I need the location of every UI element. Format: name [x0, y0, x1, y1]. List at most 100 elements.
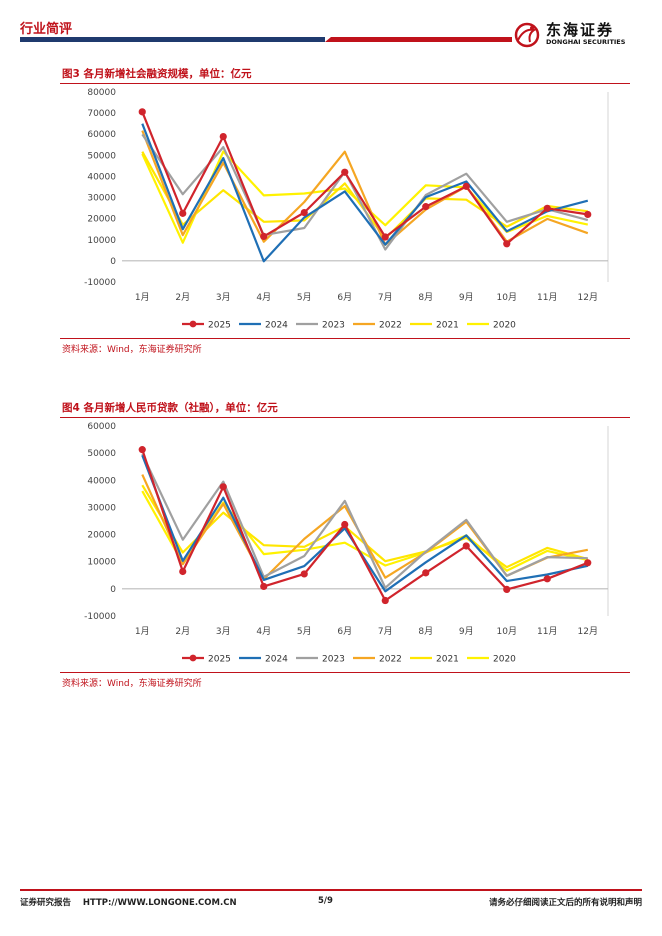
x-tick-label: 3月: [216, 292, 231, 303]
brand-logo: 东海证券 DONGHAI SECURITIES: [512, 18, 642, 50]
y-tick-label: 30000: [87, 503, 116, 513]
legend-label-2022: 2022: [379, 655, 402, 665]
y-tick-label: 0: [110, 585, 116, 595]
legend-label-2023: 2023: [322, 655, 345, 665]
data-point-2025: [584, 210, 592, 219]
y-tick-label: 40000: [87, 172, 116, 182]
y-tick-label: 60000: [87, 130, 116, 140]
series-line-2023: [141, 453, 588, 589]
data-point-2025: [422, 203, 430, 211]
series-line-2022: [141, 130, 589, 246]
series-line-2024: [141, 123, 589, 263]
figure4-chart: -10000 0 10000 20000 30000 40000 50000 60000 1月 2…: [84, 422, 609, 665]
y-tick-label: 20000: [87, 215, 116, 225]
logo-cn-text: 东海证券: [546, 21, 615, 39]
data-point-2025: [179, 567, 187, 576]
series-line-2023: [141, 133, 589, 251]
legend-label-2020: 2020: [493, 321, 516, 331]
figure3-top-rule: [60, 83, 630, 84]
y-tick-label: 30000: [87, 194, 116, 204]
y-tick-label: 10000: [87, 236, 116, 246]
data-point-2025: [219, 132, 227, 141]
data-point-2025: [138, 108, 146, 116]
figure3-title: 图3 各月新增社会融资规模，单位：亿元: [62, 68, 252, 80]
data-point-2025: [543, 575, 551, 583]
y-tick-label: 40000: [87, 476, 116, 486]
data-point-2025: [584, 559, 592, 567]
y-tick-label: 60000: [87, 422, 116, 432]
data-point-2025: [219, 483, 227, 491]
data-point-2025: [341, 520, 349, 529]
header-category: 行业简评: [20, 22, 73, 37]
x-tick-label: 12月: [578, 626, 598, 637]
series-line-2025: [141, 111, 588, 245]
data-point-2025: [543, 204, 551, 212]
figure4-top-rule: [60, 417, 630, 418]
header-rule-blue: [20, 37, 325, 42]
y-tick-label: 50000: [87, 449, 116, 459]
y-tick-label: 0: [110, 257, 116, 267]
data-point-2025: [341, 168, 349, 176]
x-tick-label: 10月: [497, 626, 517, 637]
data-point-2025: [503, 585, 511, 593]
x-tick-label: 9月: [459, 626, 474, 637]
x-tick-label: 6月: [337, 626, 352, 637]
figure4-bottom-rule: [60, 672, 630, 673]
dragon-logo-icon: [514, 22, 540, 48]
y-tick-label: 20000: [87, 531, 116, 541]
footer-left: 证券研究报告 HTTP://WWW.LONGONE.COM.CN: [20, 898, 237, 908]
data-point-2025: [179, 209, 187, 217]
series-line-2020: [141, 150, 589, 244]
data-point-2025: [300, 208, 308, 217]
x-tick-label: 1月: [135, 626, 150, 637]
legend-label-2022: 2022: [379, 321, 402, 331]
x-tick-label: 11月: [537, 292, 557, 303]
x-tick-label: 12月: [578, 292, 598, 303]
legend-label-2020: 2020: [493, 655, 516, 665]
data-point-2025: [260, 582, 268, 591]
legend-label-2025: 2025: [208, 655, 231, 665]
legend-label-2021: 2021: [436, 655, 459, 665]
x-tick-label: 5月: [297, 292, 312, 303]
data-point-2025: [138, 446, 146, 454]
x-tick-label: 9月: [459, 292, 474, 303]
figure3-chart: -10000 0 10000 20000 30000 40000 50000 60000 700…: [84, 88, 609, 331]
y-tick-label: 70000: [87, 109, 116, 119]
data-point-2025: [260, 232, 268, 240]
data-point-2025: [462, 182, 470, 190]
x-tick-label: 7月: [378, 292, 393, 303]
legend-label-2021: 2021: [436, 321, 459, 331]
y-tick-label: -10000: [84, 278, 116, 288]
x-tick-label: 2月: [175, 626, 190, 637]
x-tick-label: 8月: [418, 292, 433, 303]
data-point-2025: [503, 240, 511, 248]
header-rule-red: [325, 37, 642, 42]
x-tick-label: 8月: [418, 626, 433, 637]
data-point-2025: [381, 233, 389, 241]
footer-disclaimer: 请务必仔细阅读正文后的所有说明和声明: [488, 898, 642, 908]
figure4-source: 资料来源：Wind，东海证券研究所: [62, 679, 202, 689]
x-tick-label: 11月: [537, 626, 557, 637]
legend-label-2025: 2025: [208, 321, 231, 331]
x-tick-label: 1月: [135, 292, 150, 303]
y-tick-label: 10000: [87, 558, 116, 568]
data-point-2025: [422, 569, 430, 577]
y-tick-label: 50000: [87, 151, 116, 161]
x-tick-label: 7月: [378, 626, 393, 637]
figure3-bottom-rule: [60, 338, 630, 339]
legend-marker-2025: [189, 320, 197, 328]
x-tick-label: 5月: [297, 626, 312, 637]
logo-en-text: DONGHAI SECURITIES: [546, 38, 626, 46]
x-tick-label: 6月: [337, 292, 352, 303]
data-point-2025: [381, 596, 389, 605]
legend-label-2024: 2024: [265, 655, 288, 665]
data-point-2025: [462, 542, 470, 550]
legend-label-2024: 2024: [265, 321, 288, 331]
series-line-2024: [141, 454, 589, 593]
y-tick-label: 80000: [87, 88, 116, 98]
legend-marker-2025: [189, 654, 197, 662]
series-line-2025: [141, 449, 589, 602]
x-tick-label: 4月: [256, 292, 271, 303]
footer-page: 5/9: [318, 896, 333, 906]
legend-label-2023: 2023: [322, 321, 345, 331]
